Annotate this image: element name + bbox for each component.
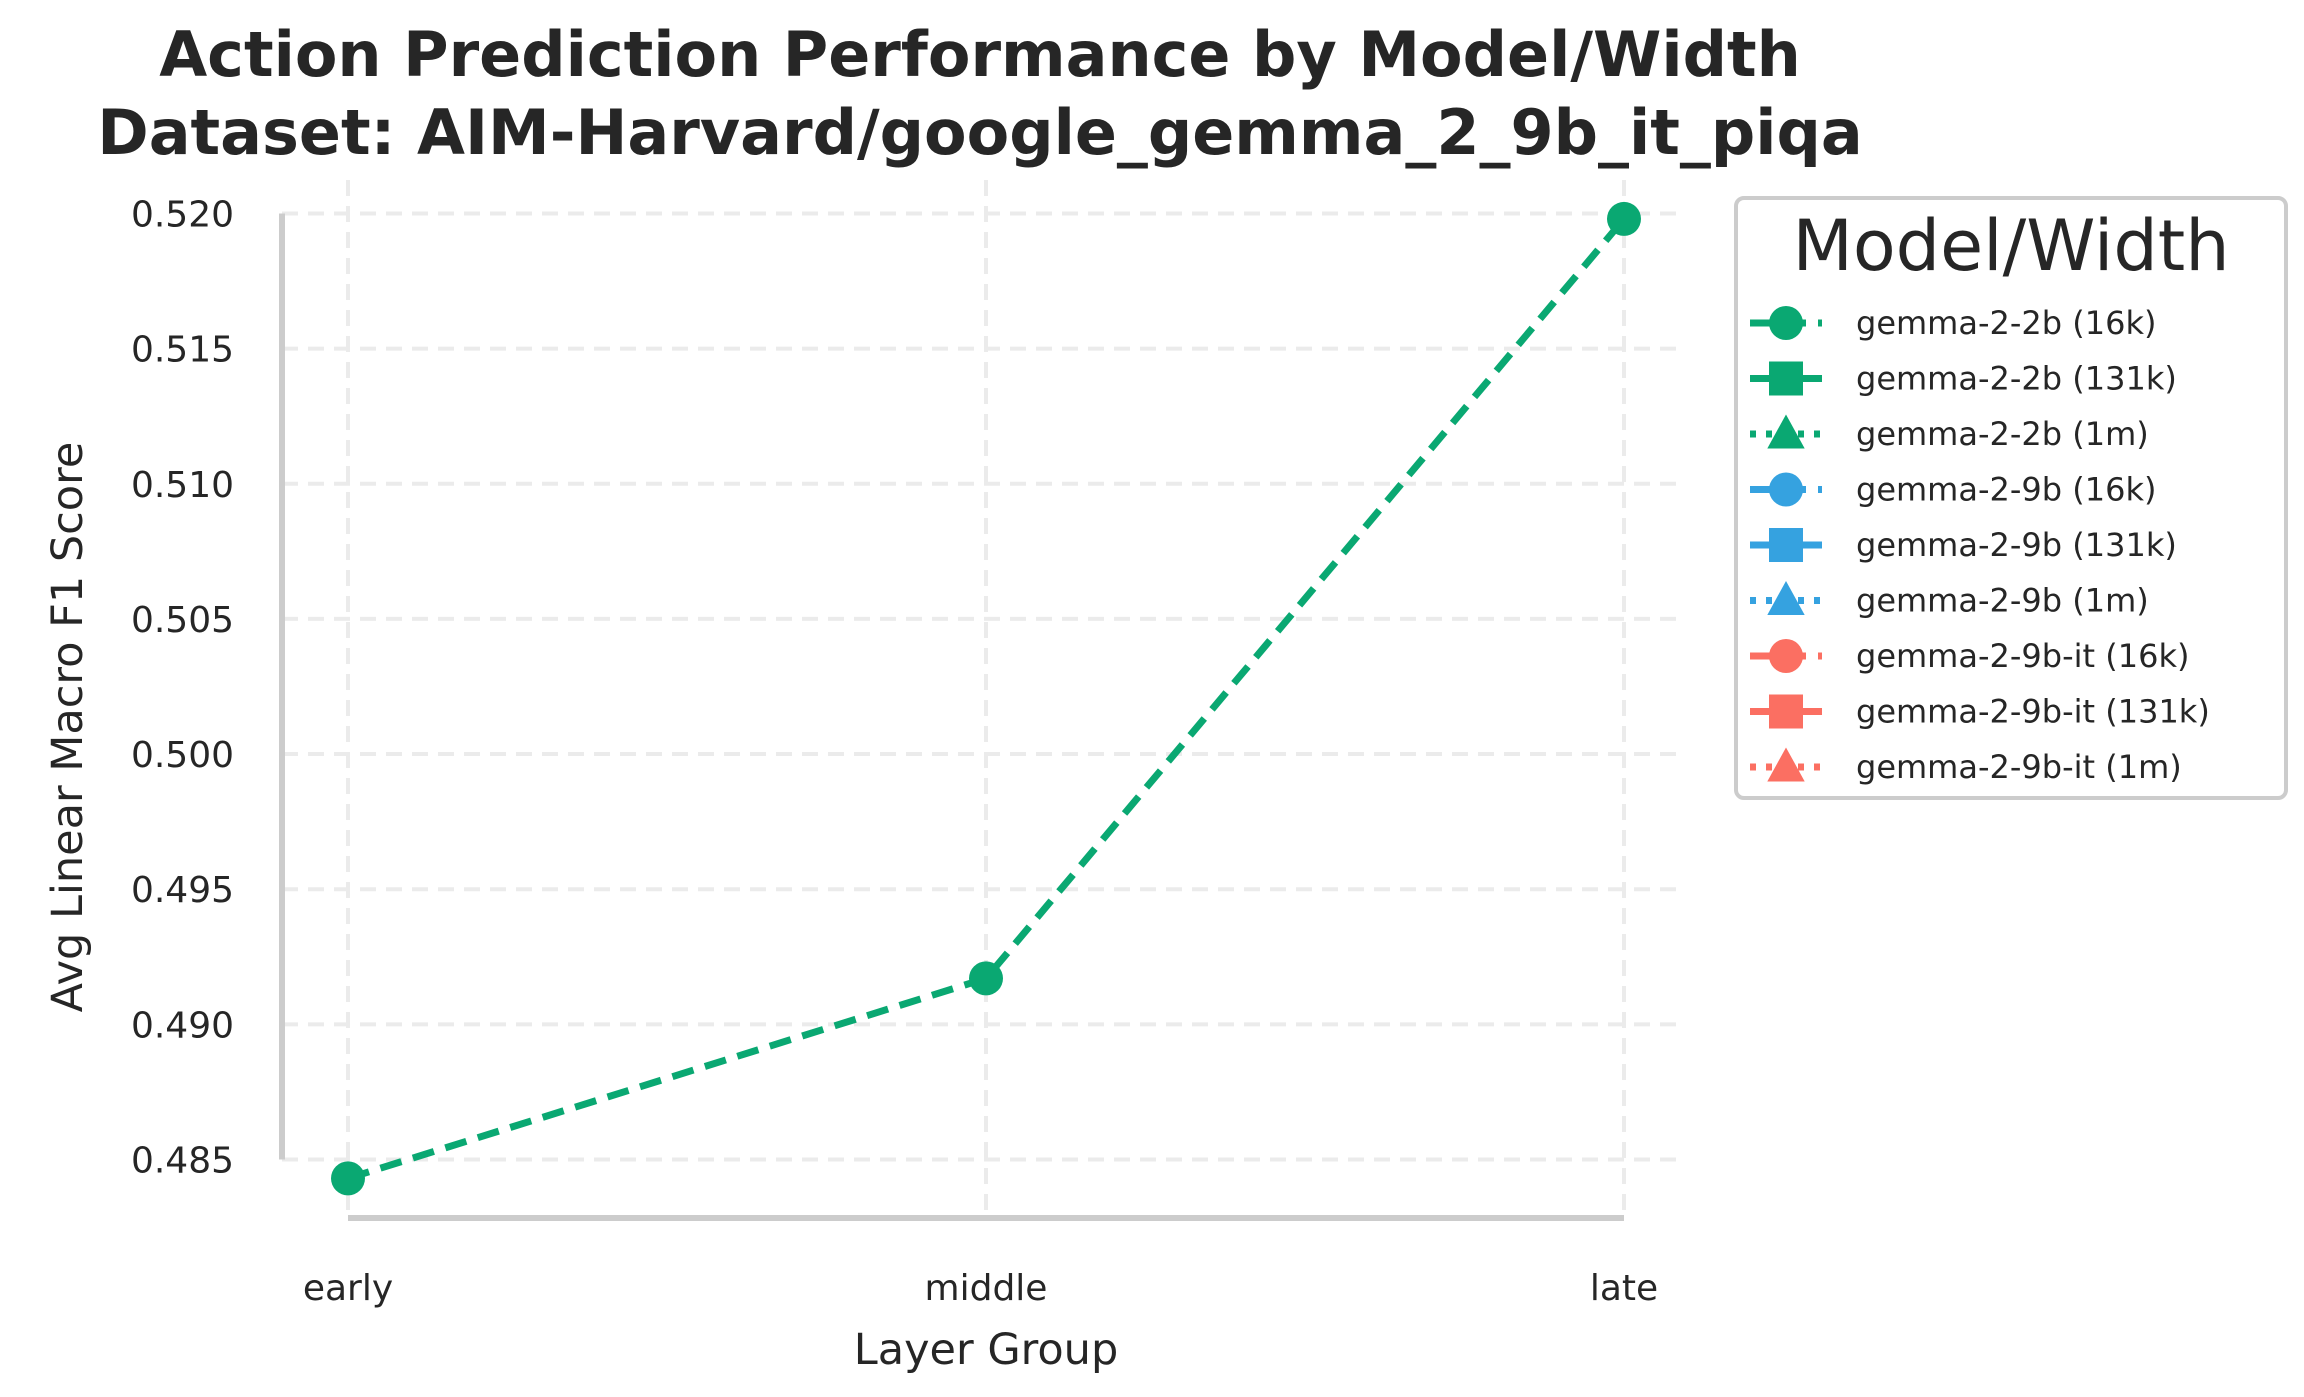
x-tick-label: early: [303, 1268, 393, 1309]
legend-item: gemma-2-9b (131k): [1750, 526, 2177, 564]
y-tick-label: 0.485: [131, 1140, 234, 1181]
legend-marker: [1769, 528, 1803, 562]
legend-item: gemma-2-2b (131k): [1750, 360, 2177, 398]
legend-item: gemma-2-2b (1m): [1750, 414, 2149, 453]
y-tick-labels: 0.485 0.490 0.495 0.500 0.505 0.510 0.515 0.520: [131, 195, 234, 1182]
legend-item: gemma-2-2b (16k): [1750, 304, 2156, 342]
legend-item: gemma-2-9b-it (1m): [1750, 747, 2182, 786]
series-line: [346, 216, 1627, 1182]
legend-item: gemma-2-9b (1m): [1750, 580, 2149, 620]
legend-label: gemma-2-9b-it (16k): [1856, 637, 2189, 675]
legend-marker: [1769, 639, 1803, 673]
legend-marker: [1769, 694, 1803, 729]
legend-frame: [1734, 196, 2288, 800]
chart-subtitle: Dataset: AIM-Harvard/google_gemma_2_9b_i…: [97, 96, 1863, 169]
y-axis-label: Avg Linear Macro F1 Score: [43, 442, 93, 1013]
x-tick-label: middle: [925, 1268, 1048, 1309]
legend-label: gemma-2-9b-it (131k): [1856, 693, 2210, 731]
legend-item: gemma-2-9b-it (16k): [1750, 637, 2189, 675]
legend-marker: [1769, 472, 1803, 507]
data-point: [331, 1161, 365, 1196]
y-tick-label: 0.490: [131, 1005, 234, 1046]
legend-label: gemma-2-9b (1m): [1856, 582, 2149, 620]
y-tick-label: 0.500: [131, 735, 234, 776]
data-point: [1607, 201, 1641, 236]
legend-marker: [1767, 747, 1805, 782]
legend-entries: gemma-2-2b (16k) gemma-2-2b (131k) gemma-2…: [1750, 304, 2210, 786]
y-tick-label: 0.505: [131, 600, 234, 641]
legend: Model/Width gemma-2-2b (16k)gemma-2-2b (…: [1734, 196, 2288, 800]
legend-label: gemma-2-2b (1m): [1856, 415, 2149, 453]
x-tick-label: late: [1590, 1268, 1658, 1309]
legend-label: gemma-2-9b (131k): [1856, 526, 2177, 564]
legend-label: gemma-2-9b (16k): [1856, 471, 2156, 509]
y-tick-label: 0.520: [131, 195, 234, 236]
x-axis-label: Layer Group: [854, 1325, 1118, 1375]
legend-label: gemma-2-2b (131k): [1856, 360, 2177, 398]
y-tick-label: 0.510: [131, 465, 234, 506]
y-tick-label: 0.515: [131, 330, 234, 371]
series-lines: [331, 201, 1641, 1196]
legend-title: Model/Width: [1792, 205, 2229, 287]
legend-marker: [1769, 306, 1803, 340]
data-point: [969, 961, 1003, 996]
chart-title: Action Prediction Performance by Model/W…: [159, 18, 1801, 91]
legend-label: gemma-2-2b (16k): [1856, 304, 2156, 342]
legend-label: gemma-2-9b-it (1m): [1856, 748, 2182, 786]
legend-item: gemma-2-9b (16k): [1750, 471, 2156, 509]
x-tick-labels: early middle late: [303, 1268, 1658, 1309]
legend-marker: [1767, 414, 1805, 449]
legend-item: gemma-2-9b-it (131k): [1750, 693, 2210, 731]
y-tick-label: 0.495: [131, 870, 234, 911]
legend-marker: [1769, 361, 1803, 396]
grid-lines: [282, 180, 1686, 1218]
axes-spines: [279, 213, 1624, 1221]
legend-marker: [1767, 580, 1805, 615]
